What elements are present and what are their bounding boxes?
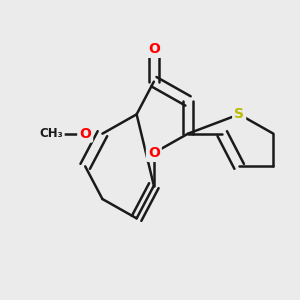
Text: S: S bbox=[234, 107, 244, 121]
Text: O: O bbox=[148, 42, 160, 56]
Text: O: O bbox=[148, 146, 160, 160]
Text: O: O bbox=[79, 127, 91, 141]
Text: CH₃: CH₃ bbox=[39, 127, 63, 140]
